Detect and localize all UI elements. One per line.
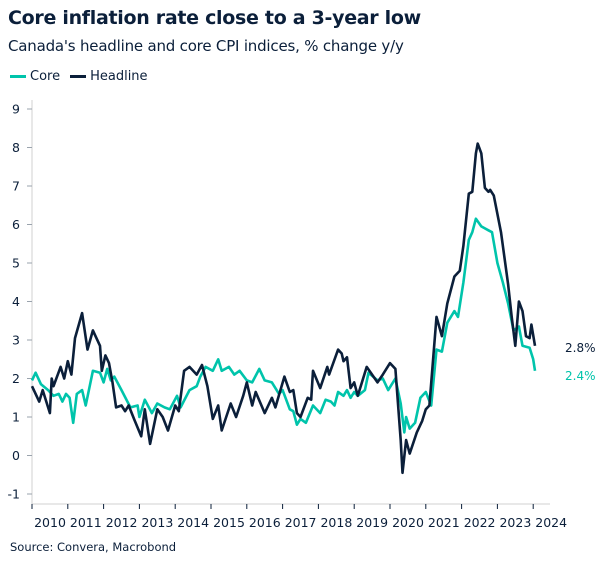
x-tick-label: 2018 <box>320 515 352 530</box>
legend-label-core: Core <box>30 69 61 84</box>
y-tick-label: -1 <box>8 487 20 502</box>
x-tick-label: 2011 <box>70 515 102 530</box>
series-line-core <box>30 217 537 434</box>
x-tick-label: 2012 <box>106 515 138 530</box>
legend-swatch-headline <box>70 75 87 78</box>
x-tick-label: 2010 <box>34 515 66 530</box>
x-tick-label: 2023 <box>499 515 531 530</box>
y-tick-label: 4 <box>12 294 20 309</box>
chart-subtitle: Canada's headline and core CPI indices, … <box>8 37 404 55</box>
x-tick-label: 2024 <box>535 515 567 530</box>
source-note: Source: Convera, Macrobond <box>10 540 177 554</box>
x-tick-label: 2016 <box>249 515 281 530</box>
y-tick-label: 2 <box>12 371 20 386</box>
legend-item-headline: Headline <box>70 69 148 84</box>
x-tick-label: 2015 <box>213 515 245 530</box>
y-tick-label: 3 <box>12 333 20 348</box>
y-tick-label: 8 <box>12 140 20 155</box>
x-tick-label: 2021 <box>428 515 460 530</box>
legend-item-core: Core <box>10 69 60 84</box>
y-tick-label: 1 <box>12 410 20 425</box>
y-tick-label: 5 <box>12 256 20 271</box>
y-tick-label: 9 <box>12 102 20 117</box>
x-tick-label: 2013 <box>141 515 173 530</box>
x-tick-label: 2019 <box>356 515 388 530</box>
x-tick-label: 2014 <box>177 515 209 530</box>
x-tick-label: 2020 <box>392 515 424 530</box>
y-tick-label: 7 <box>12 179 20 194</box>
x-tick-label: 2022 <box>464 515 496 530</box>
legend-label-headline: Headline <box>90 69 148 84</box>
legend: Core Headline <box>10 69 148 84</box>
end-label-headline: 2.8% <box>565 341 596 355</box>
series-line-headline <box>30 142 537 475</box>
end-label-core: 2.4% <box>565 369 596 383</box>
chart-title: Core inflation rate close to a 3-year lo… <box>8 7 421 29</box>
y-tick-label: 0 <box>12 448 20 463</box>
x-tick-label: 2017 <box>285 515 317 530</box>
legend-swatch-core <box>10 75 26 78</box>
y-tick-label: 6 <box>12 217 20 232</box>
